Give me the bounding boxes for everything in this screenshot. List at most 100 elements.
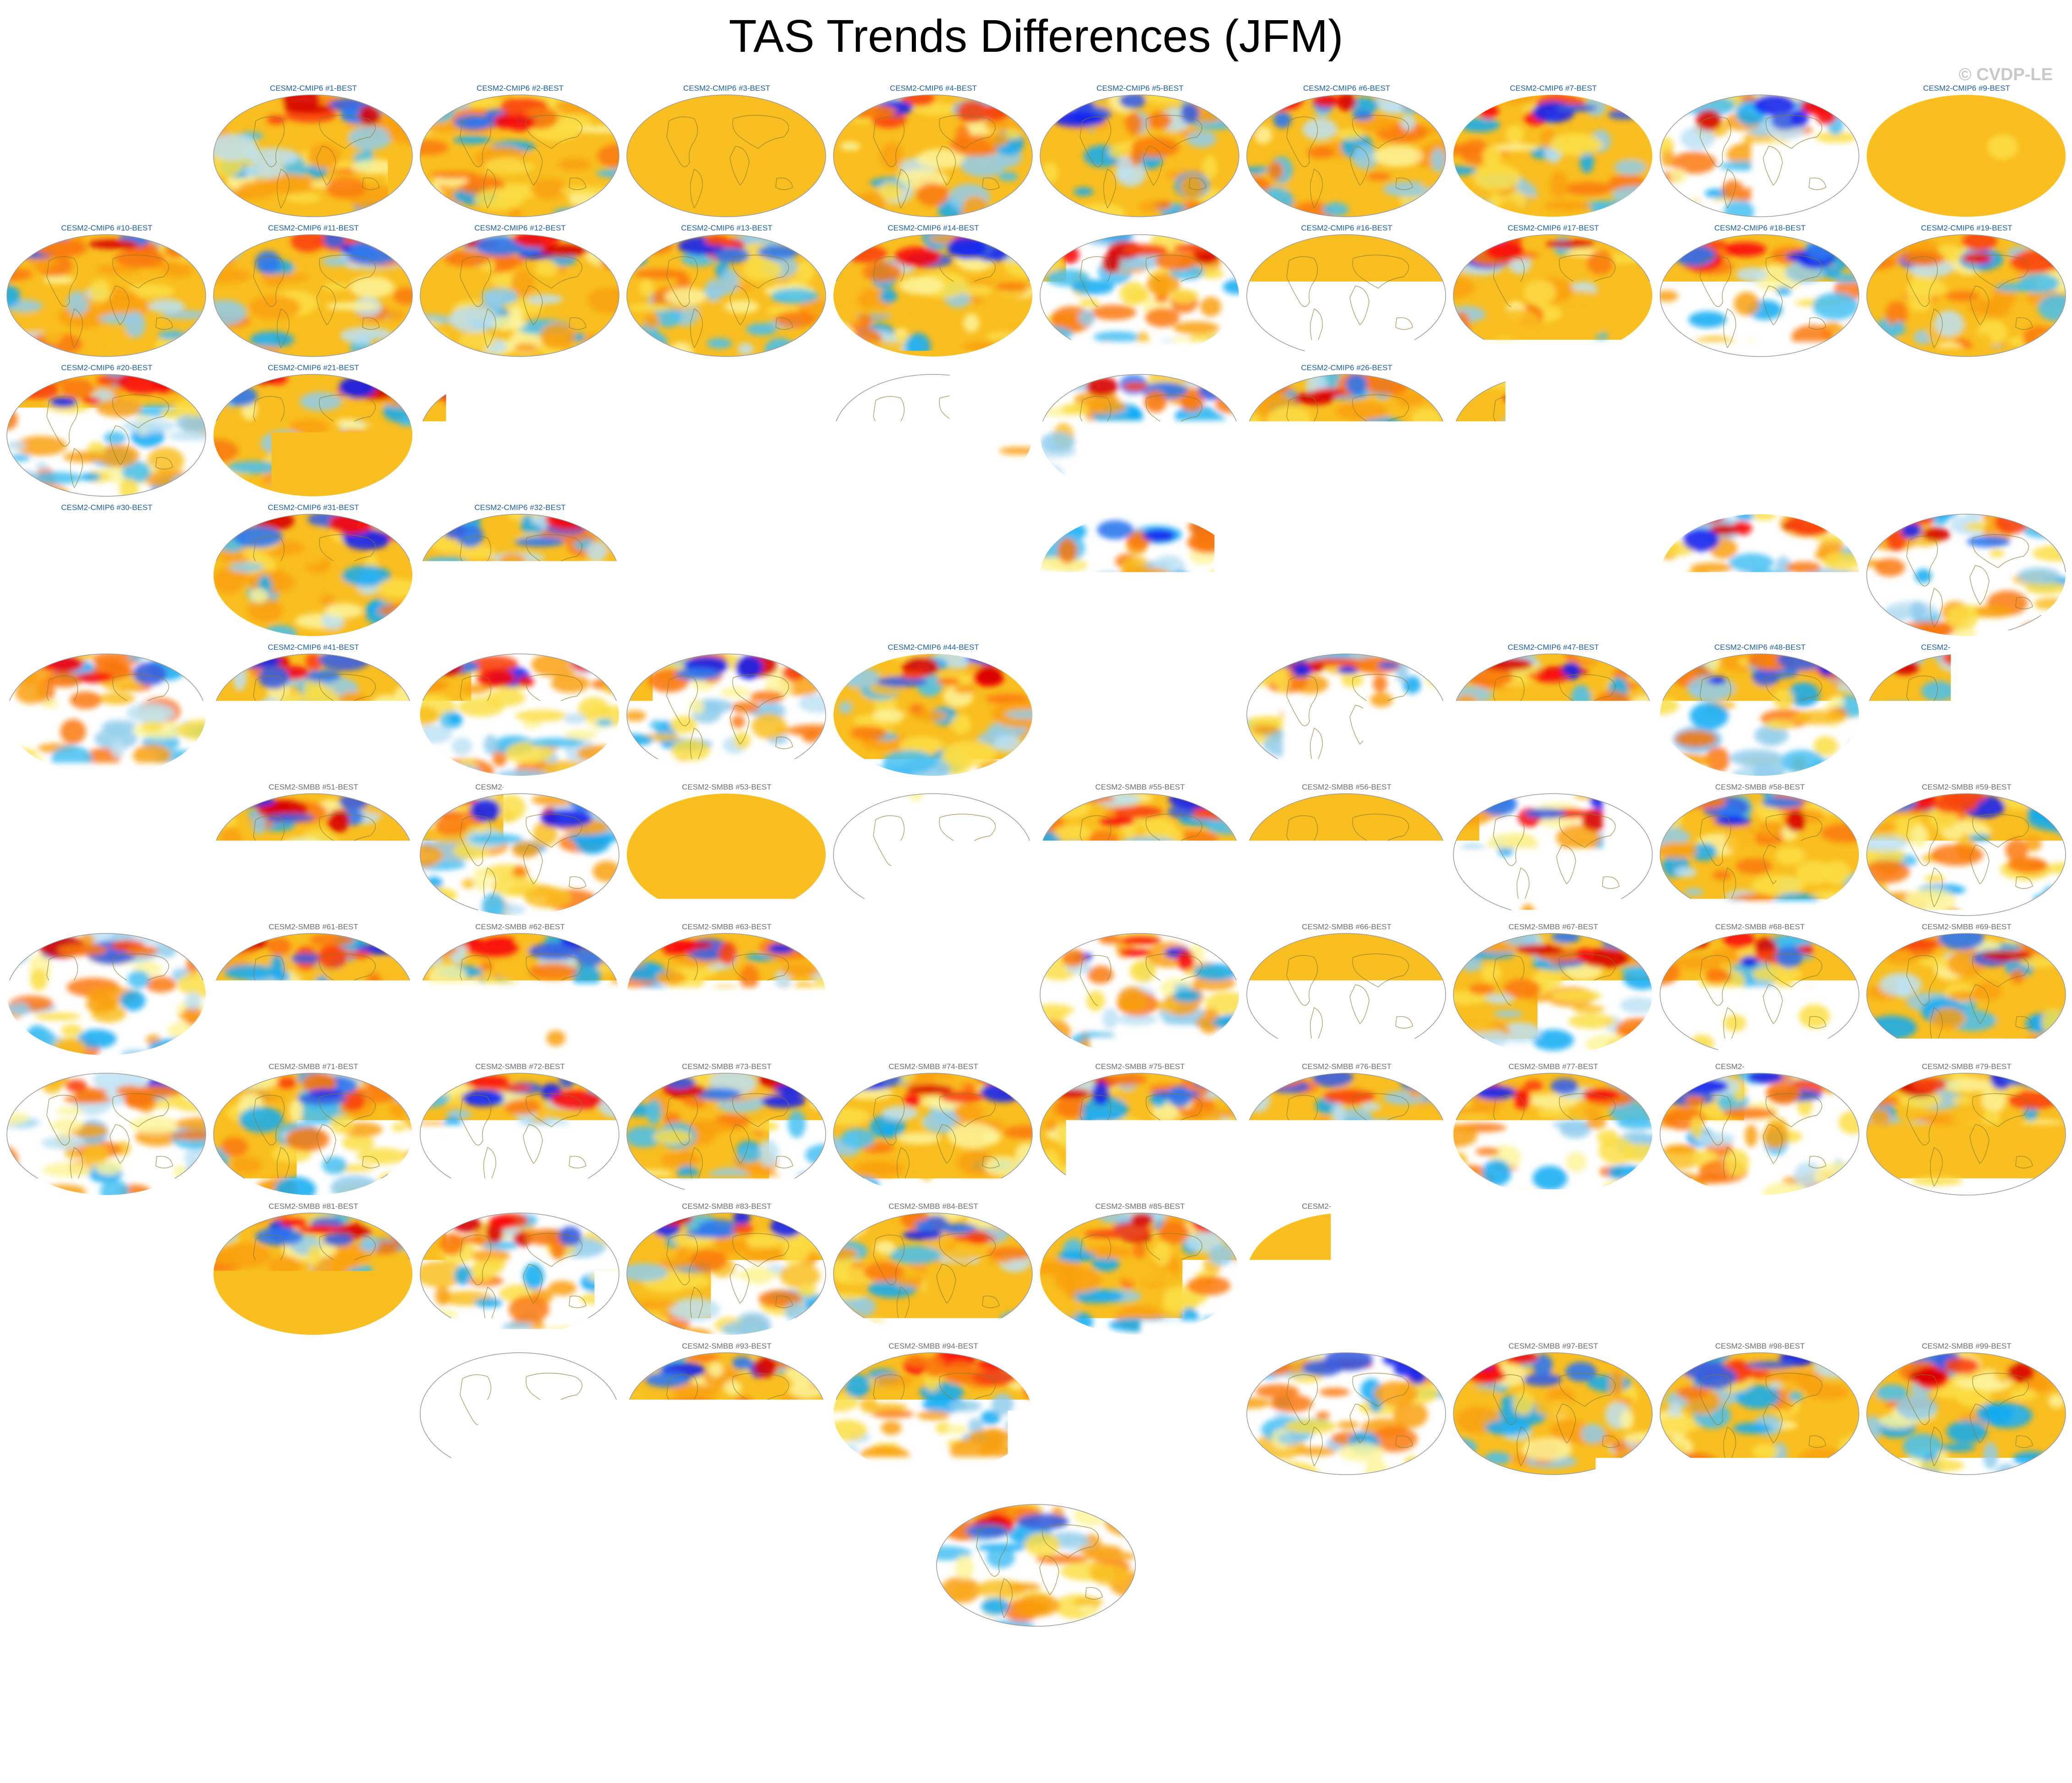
map-field — [625, 653, 827, 777]
panel-label: CESM2-CMIP6 #32-BEST — [419, 503, 621, 513]
panel-label: CESM2-CMIP6 #21-BEST — [212, 363, 415, 373]
panel-label: CESM2-SMBB #78-BEST — [1659, 1062, 1861, 1072]
colorbar-swatch — [439, 1656, 506, 1687]
map-field — [832, 1351, 1034, 1476]
colorbar-swatch — [1173, 1656, 1239, 1687]
map-panel: CESM2-SMBB #65-BEST — [1039, 922, 1241, 1059]
map-panel: CESM2-CMIP6 #9-BEST — [1865, 83, 2068, 221]
map-field — [832, 373, 1034, 498]
map-field — [1245, 233, 1447, 358]
colorbar-tick-label: -6 — [491, 1693, 520, 1729]
map-panel: CESM2-SMBB #63-BEST — [625, 922, 828, 1059]
chart-title: TAS Trends Differences (JFM) — [0, 6, 2072, 66]
map-panel: CESM2-CMIP6 #14-BEST — [832, 223, 1035, 361]
panel-label: CESM2-SMBB #71-BEST — [212, 1062, 415, 1072]
panel-label: CESM2-CMIP6 #29-BEST — [1865, 363, 2068, 373]
map-panel: CESM2-CMIP6 #8-BEST — [1659, 83, 1861, 221]
colorbar-swatch — [639, 1656, 706, 1687]
map-panel: CESM2-CMIP6 #36-BEST — [1245, 503, 1448, 640]
panel-label: CESM2-CMIP6 #28-BEST — [1659, 363, 1861, 373]
colorbar-swatch — [1639, 1656, 1706, 1687]
map-field — [1452, 653, 1654, 777]
map-field — [5, 1351, 207, 1476]
map-field — [212, 513, 414, 637]
panel-label: CESM2-CMIP6 #10-BEST — [5, 223, 208, 233]
panel-label: CESM2-CMIP6 #26-BEST — [1245, 363, 1448, 373]
map-panel: CESM2-SMBB #99-BEST — [1865, 1341, 2068, 1479]
colorbar-swatch — [1506, 1656, 1573, 1687]
colorbar-tick-label: 6 — [1563, 1693, 1581, 1729]
map-panel: CESM2-SMBB #74-BEST — [832, 1062, 1035, 1199]
map-panel: CESM2-SMBB #71-BEST — [212, 1062, 415, 1199]
map-field — [625, 1072, 827, 1196]
map-field — [419, 1072, 620, 1196]
map-panel: CESM2-SMBB #70-BEST — [5, 1062, 208, 1199]
map-field — [625, 93, 827, 218]
map-panel: CESM2-SMBB #98-BEST — [1659, 1341, 1861, 1479]
panel-label: CESM2-CMIP6 #33-BEST — [625, 503, 828, 513]
map-field — [1039, 513, 1240, 637]
panel-label: CESM2-CMIP6 #12-BEST — [419, 223, 621, 233]
map-field — [832, 1212, 1034, 1336]
panel-label: CESM2-CMIP6 #1-BEST — [212, 83, 415, 93]
map-panel: CESM2-CMIP6 #2-BEST — [419, 83, 621, 221]
watermark: © CVDP-LE — [1959, 65, 2053, 85]
map-field — [1039, 792, 1240, 917]
panel-label: CESM2-CMIP6 #8-BEST — [1659, 83, 1861, 93]
map-field — [1245, 932, 1447, 1057]
panel-label: CESM2-SMBB #88-BEST — [1659, 1201, 1861, 1212]
map-field — [1865, 653, 2067, 777]
map-field — [625, 1212, 827, 1336]
map-field — [419, 1212, 620, 1336]
panel-label: CESM2-CMIP6 #18-BEST — [1659, 223, 1861, 233]
panel-label: CESM2-CMIP6 #48-BEST — [1659, 642, 1861, 653]
panel-label: CESM2-SMBB #66-BEST — [1245, 922, 1448, 932]
map-field — [1039, 93, 1240, 218]
panel-label: CESM2-SMBB #92-BEST — [419, 1341, 621, 1351]
map-field — [625, 1351, 827, 1476]
map-field — [5, 233, 207, 358]
map-field — [419, 93, 620, 218]
panel-label: CESM2-CMIP6 #6-BEST — [1245, 83, 1448, 93]
map-panel: CESM2-SMBB #79-BEST — [1865, 1062, 2068, 1199]
map-panel: CESM2-CMIP6 #24-BEST — [832, 363, 1035, 500]
map-panel: CESM2-SMBB #72-BEST — [419, 1062, 621, 1199]
panel-label: CESM2-SMBB #63-BEST — [625, 922, 828, 932]
panel-label: CESM2-SMBB #62-BEST — [419, 922, 621, 932]
map-field — [1865, 1351, 2067, 1476]
map-panel: CESM2-CMIP6 #39-BEST — [1865, 503, 2068, 640]
panel-label: CESM2-SMBB #59-BEST — [1865, 782, 2068, 792]
map-panel: CESM2-CMIP6 #19-BEST — [1865, 223, 2068, 361]
map-panel: CESM2-CMIP6 #5-BEST — [1039, 83, 1241, 221]
map-field — [1659, 653, 1860, 777]
map-panel: CESM2-CMIP6 #47-BEST — [1452, 642, 1655, 780]
map-panel: CESM2-SMBB #61-BEST — [212, 922, 415, 1059]
map-panel: CESM2-SMBB #83-BEST — [625, 1201, 828, 1339]
panel-label: CESM2-CMIP6 #22-BEST — [419, 363, 621, 373]
map-field — [1245, 653, 1447, 777]
map-panel: CESM2-CMIP6 #21-BEST — [212, 363, 415, 500]
map-field — [832, 233, 1034, 358]
panel-label: CESM2-SMBB #57-BEST — [1452, 782, 1655, 792]
panel-label: CESM2-CMIP6 #27-BEST — [1452, 363, 1655, 373]
panel-label: CESM2-CMIP6 #2-BEST — [419, 83, 621, 93]
colorbar-units: C 38yr-1 — [0, 1732, 2072, 1780]
map-panel: CESM2-SMBB #67-BEST — [1452, 922, 1655, 1059]
map-panel: CESM2-SMBB #91-BEST — [212, 1341, 415, 1479]
panel-label: CESM2-CMIP6 #17-BEST — [1452, 223, 1655, 233]
map-field — [1659, 1212, 1860, 1336]
map-panel: CESM2-SMBB #95-BEST — [1039, 1341, 1241, 1479]
panel-label: CESM2-SMBB #97-BEST — [1452, 1341, 1655, 1351]
map-panel: CESM2-CMIP6 #25-BEST — [1039, 363, 1241, 500]
map-panel: CESM2-SMBB #60-BEST — [5, 922, 208, 1059]
map-field — [1245, 1212, 1447, 1336]
colorbar-swatch — [1239, 1656, 1306, 1687]
map-panel: CESM2-SMBB #75-BEST — [1039, 1062, 1241, 1199]
panel-label: CESM2-SMBB #68-BEST — [1659, 922, 1861, 932]
panel-label: CESM2-CMIP6 #49-BEST — [1865, 642, 2068, 653]
panel-label: CESM2-CMIP6 #40-BEST — [5, 642, 208, 653]
map-panel: CESM2-SMBB #97-BEST — [1452, 1341, 1655, 1479]
map-field — [1245, 792, 1447, 917]
panel-label: CESM2-SMBB #52-BEST — [419, 782, 621, 792]
colorbar-swatch — [1106, 1656, 1173, 1687]
